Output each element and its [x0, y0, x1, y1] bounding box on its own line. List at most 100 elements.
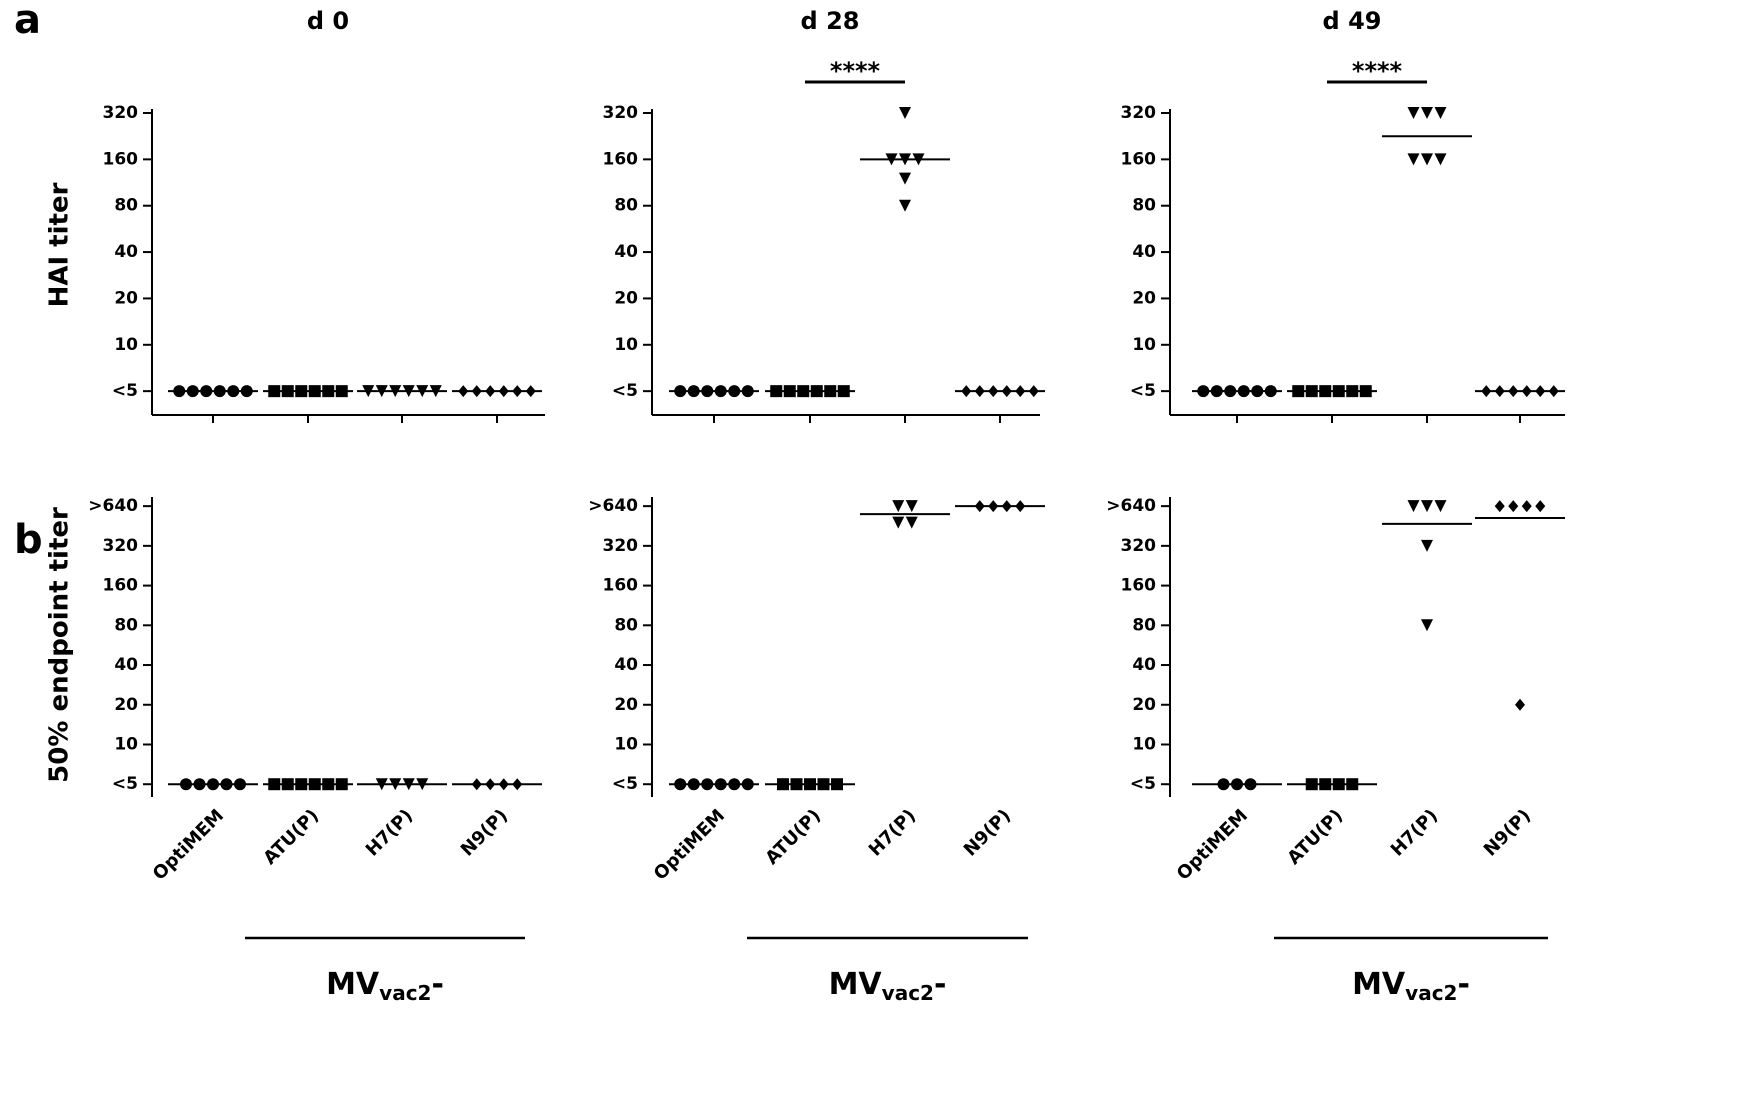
- y-tick-label: 80: [614, 196, 638, 216]
- y-tick-label: 40: [614, 655, 638, 675]
- x-tick-label: OptiMEM: [1173, 805, 1252, 884]
- y-tick-label: >640: [588, 496, 638, 516]
- point: [1434, 153, 1447, 166]
- x-tick-label: OptiMEM: [149, 805, 228, 884]
- y-tick-label: 320: [1121, 103, 1157, 123]
- y-tick-label: 80: [614, 615, 638, 635]
- x-tick-label: H7(P): [1387, 805, 1442, 860]
- y-tick-label: 20: [114, 695, 138, 715]
- y-tick-label: 40: [114, 242, 138, 262]
- y-tick-label: <5: [112, 774, 138, 794]
- point: [1407, 500, 1420, 513]
- y-tick-label: 40: [614, 242, 638, 262]
- panel-label: b: [14, 517, 43, 563]
- group-label-suffix: -: [1457, 967, 1469, 1002]
- point: [1407, 153, 1420, 166]
- y-tick-label: 10: [1132, 335, 1156, 355]
- panel-title: d 49: [1323, 7, 1382, 35]
- x-tick-label: N9(P): [1480, 805, 1535, 860]
- point: [1494, 500, 1505, 513]
- y-tick-label: 160: [103, 149, 139, 169]
- group-label-suffix: -: [431, 967, 443, 1002]
- y-axis-label: 50% endpoint titer: [45, 507, 75, 783]
- y-tick-label: 40: [1132, 242, 1156, 262]
- group-label-main: MV: [1352, 967, 1406, 1002]
- x-tick-label: ATU(P): [1283, 805, 1347, 869]
- x-tick-label: N9(P): [960, 805, 1015, 860]
- y-tick-label: 80: [1132, 196, 1156, 216]
- point: [1515, 698, 1525, 711]
- point: [1421, 500, 1433, 513]
- x-tick-label: OptiMEM: [650, 805, 729, 884]
- point: [892, 500, 905, 513]
- y-tick-label: 160: [103, 576, 139, 596]
- panel-title: d 28: [801, 7, 860, 35]
- y-tick-label: >640: [1106, 496, 1156, 516]
- y-tick-label: 160: [1121, 576, 1157, 596]
- y-tick-label: 20: [614, 288, 638, 308]
- significance-label: ****: [830, 57, 881, 85]
- y-tick-label: 20: [1132, 288, 1156, 308]
- y-axis-label: HAI titer: [45, 182, 75, 307]
- y-tick-label: 10: [614, 734, 638, 754]
- y-tick-label: 80: [114, 615, 138, 635]
- x-tick-label: ATU(P): [259, 805, 323, 869]
- y-tick-label: 40: [1132, 655, 1156, 675]
- group-label: MVvac2-: [326, 967, 444, 1005]
- y-tick-label: 80: [1132, 615, 1156, 635]
- point: [1421, 107, 1433, 119]
- x-tick-label: ATU(P): [761, 805, 825, 869]
- y-tick-label: 320: [603, 536, 639, 556]
- y-tick-label: >640: [88, 496, 138, 516]
- point: [1434, 500, 1447, 513]
- y-tick-label: <5: [612, 774, 638, 794]
- point: [1434, 107, 1447, 119]
- point: [1521, 500, 1532, 513]
- point: [899, 107, 911, 119]
- y-tick-label: <5: [1130, 381, 1156, 401]
- y-tick-label: 80: [114, 196, 138, 216]
- point: [905, 516, 918, 529]
- point: [892, 516, 905, 529]
- point: [1421, 153, 1433, 166]
- y-tick-label: 20: [1132, 695, 1156, 715]
- point: [1421, 619, 1433, 632]
- y-tick-label: <5: [1130, 774, 1156, 794]
- y-tick-label: 320: [1121, 536, 1157, 556]
- y-tick-label: 160: [603, 149, 639, 169]
- y-tick-label: <5: [112, 381, 138, 401]
- y-tick-label: 10: [1132, 734, 1156, 754]
- panel-title: d 0: [307, 7, 349, 35]
- y-tick-label: 10: [614, 335, 638, 355]
- point: [1407, 107, 1420, 119]
- x-tick-label: H7(P): [865, 805, 920, 860]
- group-label-sub: vac2: [1405, 981, 1457, 1005]
- y-tick-label: 20: [614, 695, 638, 715]
- group-label: MVvac2-: [829, 967, 947, 1005]
- y-tick-label: <5: [612, 381, 638, 401]
- group-label: MVvac2-: [1352, 967, 1470, 1005]
- point: [905, 500, 918, 513]
- y-tick-label: 20: [114, 288, 138, 308]
- group-label-suffix: -: [934, 967, 946, 1002]
- point: [899, 199, 911, 212]
- y-tick-label: 160: [1121, 149, 1157, 169]
- y-tick-label: 10: [114, 335, 138, 355]
- y-tick-label: 40: [114, 655, 138, 675]
- group-label-main: MV: [326, 967, 380, 1002]
- group-label-sub: vac2: [379, 981, 431, 1005]
- y-tick-label: 320: [103, 536, 139, 556]
- panel-label: a: [14, 0, 41, 43]
- y-tick-label: 160: [603, 576, 639, 596]
- significance-label: ****: [1352, 57, 1403, 85]
- group-label-main: MV: [829, 967, 883, 1002]
- point: [1421, 539, 1433, 552]
- point: [899, 172, 911, 185]
- group-label-sub: vac2: [882, 981, 934, 1005]
- point: [1508, 500, 1519, 513]
- x-tick-label: H7(P): [362, 805, 417, 860]
- x-tick-label: N9(P): [457, 805, 512, 860]
- y-tick-label: 320: [103, 103, 139, 123]
- y-tick-label: 320: [603, 103, 639, 123]
